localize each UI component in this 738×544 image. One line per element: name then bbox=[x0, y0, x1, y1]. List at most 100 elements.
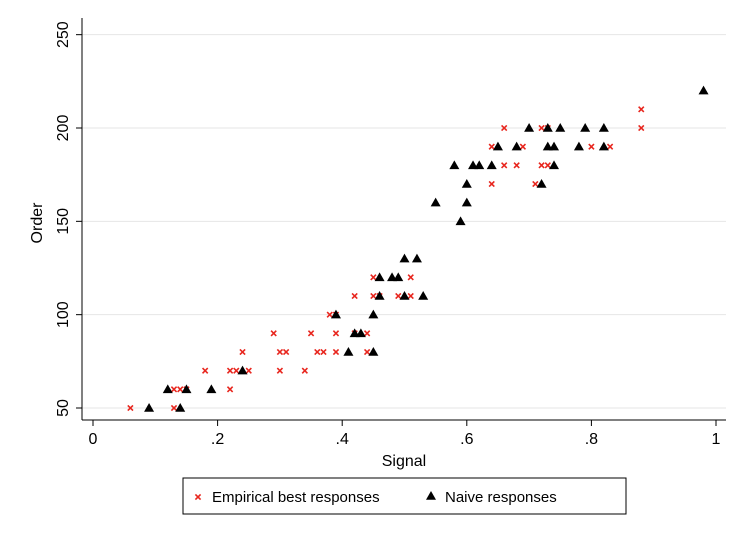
x-tick-label: .2 bbox=[211, 431, 224, 448]
naive-point bbox=[524, 123, 535, 132]
empirical-point bbox=[638, 124, 645, 132]
empirical-point bbox=[407, 292, 414, 300]
empirical-point bbox=[544, 162, 551, 169]
naive-point bbox=[536, 179, 547, 188]
empirical-point bbox=[301, 367, 308, 374]
empirical-point bbox=[307, 330, 315, 337]
naive-point bbox=[368, 347, 379, 356]
legend-label-naive: Naive responses bbox=[445, 489, 557, 506]
x-tick-label: .8 bbox=[585, 431, 598, 448]
empirical-point bbox=[370, 292, 377, 300]
empirical-point bbox=[538, 124, 545, 132]
empirical-point bbox=[270, 330, 277, 337]
empirical-point bbox=[638, 106, 645, 113]
naive-point bbox=[698, 85, 709, 95]
y-tick-label: 200 bbox=[55, 115, 72, 142]
legend-label-empirical: Empirical best responses bbox=[212, 489, 380, 506]
empirical-point bbox=[239, 348, 246, 356]
empirical-point bbox=[233, 367, 240, 374]
empirical-point bbox=[170, 386, 178, 393]
empirical-point bbox=[276, 348, 284, 356]
naive-point bbox=[511, 141, 522, 151]
empirical-point bbox=[513, 162, 520, 169]
empirical-point bbox=[170, 404, 178, 412]
empirical-point bbox=[501, 162, 508, 169]
naive-point bbox=[573, 141, 584, 151]
legend-item-empirical: Empirical best responses bbox=[194, 489, 380, 506]
naive-point bbox=[549, 160, 560, 170]
naive-point bbox=[399, 291, 410, 300]
empirical-point bbox=[488, 143, 495, 150]
empirical-point bbox=[314, 348, 321, 356]
legend: Empirical best responses Naive responses bbox=[182, 477, 627, 515]
empirical-point bbox=[370, 274, 377, 281]
y-tick-label: 250 bbox=[55, 21, 72, 48]
empirical-point bbox=[326, 311, 333, 318]
naive-point bbox=[393, 272, 404, 282]
empirical-point bbox=[395, 292, 402, 300]
naive-point bbox=[181, 384, 192, 394]
naive-point bbox=[368, 309, 379, 319]
naive-point bbox=[474, 160, 485, 170]
naive-point bbox=[374, 272, 385, 282]
empirical-point bbox=[320, 348, 327, 356]
empirical-point bbox=[501, 124, 508, 132]
empirical-point bbox=[226, 386, 234, 393]
x-tick-label: .6 bbox=[460, 431, 473, 448]
naive-point bbox=[237, 365, 248, 375]
x-tick-label: .4 bbox=[336, 431, 349, 448]
x-tick-label: 0 bbox=[89, 431, 98, 448]
x-ticks: 0 .2 .4 .6 .8 1 bbox=[89, 420, 721, 448]
x-tick-label: 1 bbox=[712, 431, 721, 448]
legend-x-marker-shape bbox=[194, 493, 202, 501]
naive-point bbox=[549, 141, 560, 151]
naive-point bbox=[449, 160, 460, 170]
naive-point bbox=[598, 141, 609, 151]
empirical-point bbox=[519, 143, 527, 150]
legend-triangle-marker-shape bbox=[426, 491, 436, 500]
naive-point bbox=[144, 403, 155, 412]
legend-triangle-marker-icon bbox=[426, 491, 436, 500]
empirical-point bbox=[226, 367, 234, 374]
empirical-point bbox=[488, 180, 495, 188]
naive-point bbox=[461, 179, 472, 188]
naive-point bbox=[555, 123, 566, 132]
legend-item-naive: Naive responses bbox=[426, 489, 557, 506]
legend-box bbox=[182, 477, 627, 515]
naive-point bbox=[399, 253, 410, 263]
naive-point bbox=[580, 123, 591, 132]
empirical-point bbox=[245, 367, 252, 374]
y-tick-label: 150 bbox=[55, 208, 72, 235]
naive-point bbox=[486, 160, 497, 170]
naive-point bbox=[542, 123, 553, 132]
empirical-point bbox=[282, 348, 290, 356]
naive-point bbox=[418, 291, 429, 300]
naive-point bbox=[598, 123, 609, 132]
naive-point bbox=[330, 309, 341, 319]
y-ticks: 50 100 150 200 250 bbox=[55, 21, 82, 417]
empirical-point bbox=[588, 143, 595, 150]
naive-point bbox=[374, 291, 385, 300]
axes bbox=[81, 18, 726, 421]
empirical-point bbox=[351, 292, 358, 300]
empirical-point bbox=[363, 330, 371, 337]
data-points bbox=[127, 85, 709, 412]
naive-point bbox=[175, 403, 186, 412]
y-tick-label: 100 bbox=[55, 301, 72, 328]
x-axis-title: Signal bbox=[382, 453, 426, 470]
empirical-point bbox=[532, 180, 539, 188]
y-axis-title: Order bbox=[29, 202, 46, 244]
y-tick-label: 50 bbox=[55, 399, 72, 417]
gridlines bbox=[82, 34, 726, 409]
empirical-point bbox=[177, 386, 184, 393]
empirical-point bbox=[201, 367, 209, 374]
naive-point bbox=[430, 197, 441, 207]
naive-point bbox=[162, 384, 173, 394]
empirical-point bbox=[606, 143, 614, 150]
naive-point bbox=[455, 216, 466, 226]
empirical-point bbox=[332, 348, 340, 356]
empirical-point bbox=[538, 162, 545, 169]
naive-point bbox=[492, 141, 503, 151]
